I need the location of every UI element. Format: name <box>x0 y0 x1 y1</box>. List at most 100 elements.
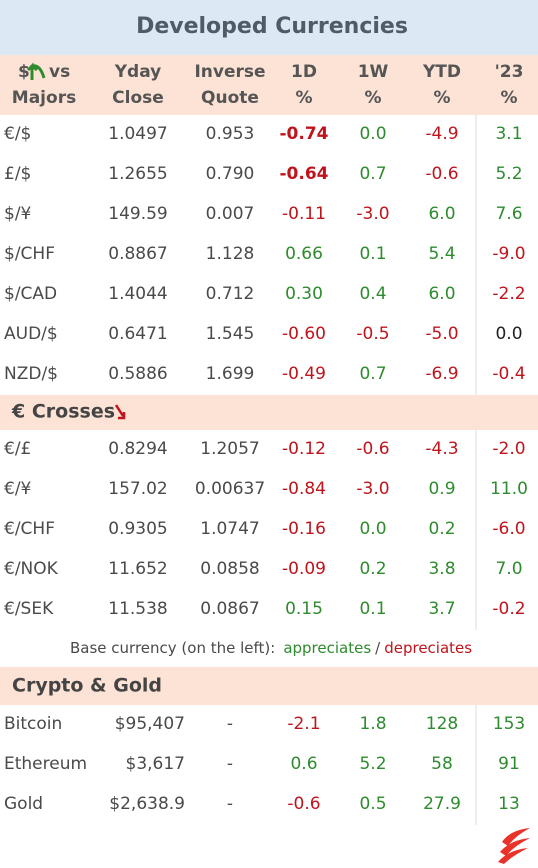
cell-value: 6.0 <box>428 204 455 224</box>
cell-value: 91 <box>498 754 520 774</box>
cell-value: 0.2 <box>359 559 386 579</box>
cell-value: -0.5 <box>356 324 389 344</box>
cell-value: 0.790 <box>206 164 255 184</box>
header-vs: vs <box>49 62 70 82</box>
cell-value: 1.128 <box>206 244 255 264</box>
cell-value: 0.6471 <box>108 324 167 344</box>
cell-value: 0.9 <box>428 479 455 499</box>
header-label: YTD <box>422 62 461 82</box>
header-symbol: $ <box>18 62 30 82</box>
cell-value: 1.2057 <box>200 439 259 459</box>
cell-value: 0.0867 <box>200 599 259 619</box>
crypto-title: Crypto & Gold <box>12 675 162 697</box>
cell-value: 6.0 <box>428 284 455 304</box>
row-label: €/CHF <box>4 519 55 539</box>
cell-value: 0.8294 <box>108 439 167 459</box>
cell-value: 0.1 <box>359 244 386 264</box>
legend-prefix: Base currency (on the left): <box>70 639 275 657</box>
cell-value: 1.545 <box>206 324 255 344</box>
cell-value: 13 <box>498 794 520 814</box>
cell-value: 11.652 <box>108 559 167 579</box>
cell-value: $95,407 <box>115 714 185 734</box>
cell-value: 3.1 <box>495 124 522 144</box>
row-label: £/$ <box>4 164 31 184</box>
cell-value: -2.1 <box>287 714 320 734</box>
cell-value: -0.84 <box>282 479 326 499</box>
row-label: €/NOK <box>4 559 59 579</box>
cell-value: -4.3 <box>425 439 458 459</box>
cell-value: -0.6 <box>425 164 458 184</box>
cell-value: 153 <box>493 714 525 734</box>
title-band <box>0 0 538 55</box>
cell-value: 11.0 <box>490 479 528 499</box>
cell-value: $3,617 <box>126 754 185 774</box>
row-label: $/CAD <box>4 284 57 304</box>
cell-value: -0.64 <box>280 164 329 184</box>
header-label: % <box>433 88 450 108</box>
up-arrow-icon <box>26 62 46 80</box>
cell-value: 0.9305 <box>108 519 167 539</box>
cell-value: - <box>227 794 233 814</box>
cell-value: 3.8 <box>428 559 455 579</box>
cell-value: 0.0 <box>359 519 386 539</box>
cell-value: 0.712 <box>206 284 255 304</box>
cell-value: -0.12 <box>282 439 326 459</box>
header-band <box>0 55 538 115</box>
header-label: 1D <box>291 62 317 82</box>
cell-value: 27.9 <box>423 794 461 814</box>
cell-value: -0.16 <box>282 519 326 539</box>
logo <box>498 828 530 864</box>
crypto-band <box>0 667 538 705</box>
cell-value: -4.9 <box>425 124 458 144</box>
cell-value: 58 <box>431 754 453 774</box>
cell-value: 0.0 <box>359 124 386 144</box>
header-label: Inverse <box>194 62 265 82</box>
header-label: 1W <box>358 62 389 82</box>
crosses-title: € Crosses <box>11 401 115 423</box>
cell-value: -0.11 <box>282 204 326 224</box>
cell-value: 0.00637 <box>195 479 265 499</box>
cell-value: 0.0858 <box>200 559 259 579</box>
cell-value: 0.7 <box>359 364 386 384</box>
cell-value: 157.02 <box>108 479 167 499</box>
cell-value: 128 <box>426 714 458 734</box>
row-label: NZD/$ <box>4 364 58 384</box>
cell-value: 1.8 <box>359 714 386 734</box>
cell-value: 0.5886 <box>108 364 167 384</box>
cell-value: 0.0 <box>495 324 522 344</box>
row-label: Gold <box>4 794 43 814</box>
cell-value: -0.09 <box>282 559 326 579</box>
cell-value: 0.30 <box>285 284 323 304</box>
cell-value: 149.59 <box>108 204 167 224</box>
row-label: $/CHF <box>4 244 55 264</box>
cell-value: 7.6 <box>495 204 522 224</box>
title: Developed Currencies <box>136 14 408 39</box>
cell-value: 0.66 <box>285 244 323 264</box>
legend-depreciates: depreciates <box>384 639 472 657</box>
row-label: Ethereum <box>4 754 87 774</box>
cell-value: 7.0 <box>495 559 522 579</box>
row-label: AUD/$ <box>4 324 58 344</box>
cell-value: -6.0 <box>492 519 525 539</box>
legend: Base currency (on the left): appreciates /… <box>70 639 472 657</box>
cell-value: 0.5 <box>359 794 386 814</box>
cell-value: -2.2 <box>492 284 525 304</box>
cell-value: 0.953 <box>206 124 255 144</box>
cell-value: 1.2655 <box>108 164 167 184</box>
cell-value: $2,638.9 <box>109 794 185 814</box>
cell-value: -5.0 <box>425 324 458 344</box>
row-label: €/SEK <box>4 599 54 619</box>
legend-appreciates: appreciates <box>283 639 371 657</box>
cell-value: 11.538 <box>108 599 167 619</box>
cell-value: 0.007 <box>206 204 255 224</box>
cell-value: - <box>227 754 233 774</box>
cell-value: 5.2 <box>359 754 386 774</box>
row-label: €/$ <box>4 124 31 144</box>
cell-value: 1.4044 <box>108 284 167 304</box>
cell-value: 0.2 <box>428 519 455 539</box>
cell-value: -3.0 <box>356 204 389 224</box>
cell-value: -0.49 <box>282 364 326 384</box>
cell-value: -0.74 <box>280 124 329 144</box>
header-label: Quote <box>201 88 259 108</box>
row-label: Bitcoin <box>4 714 62 734</box>
